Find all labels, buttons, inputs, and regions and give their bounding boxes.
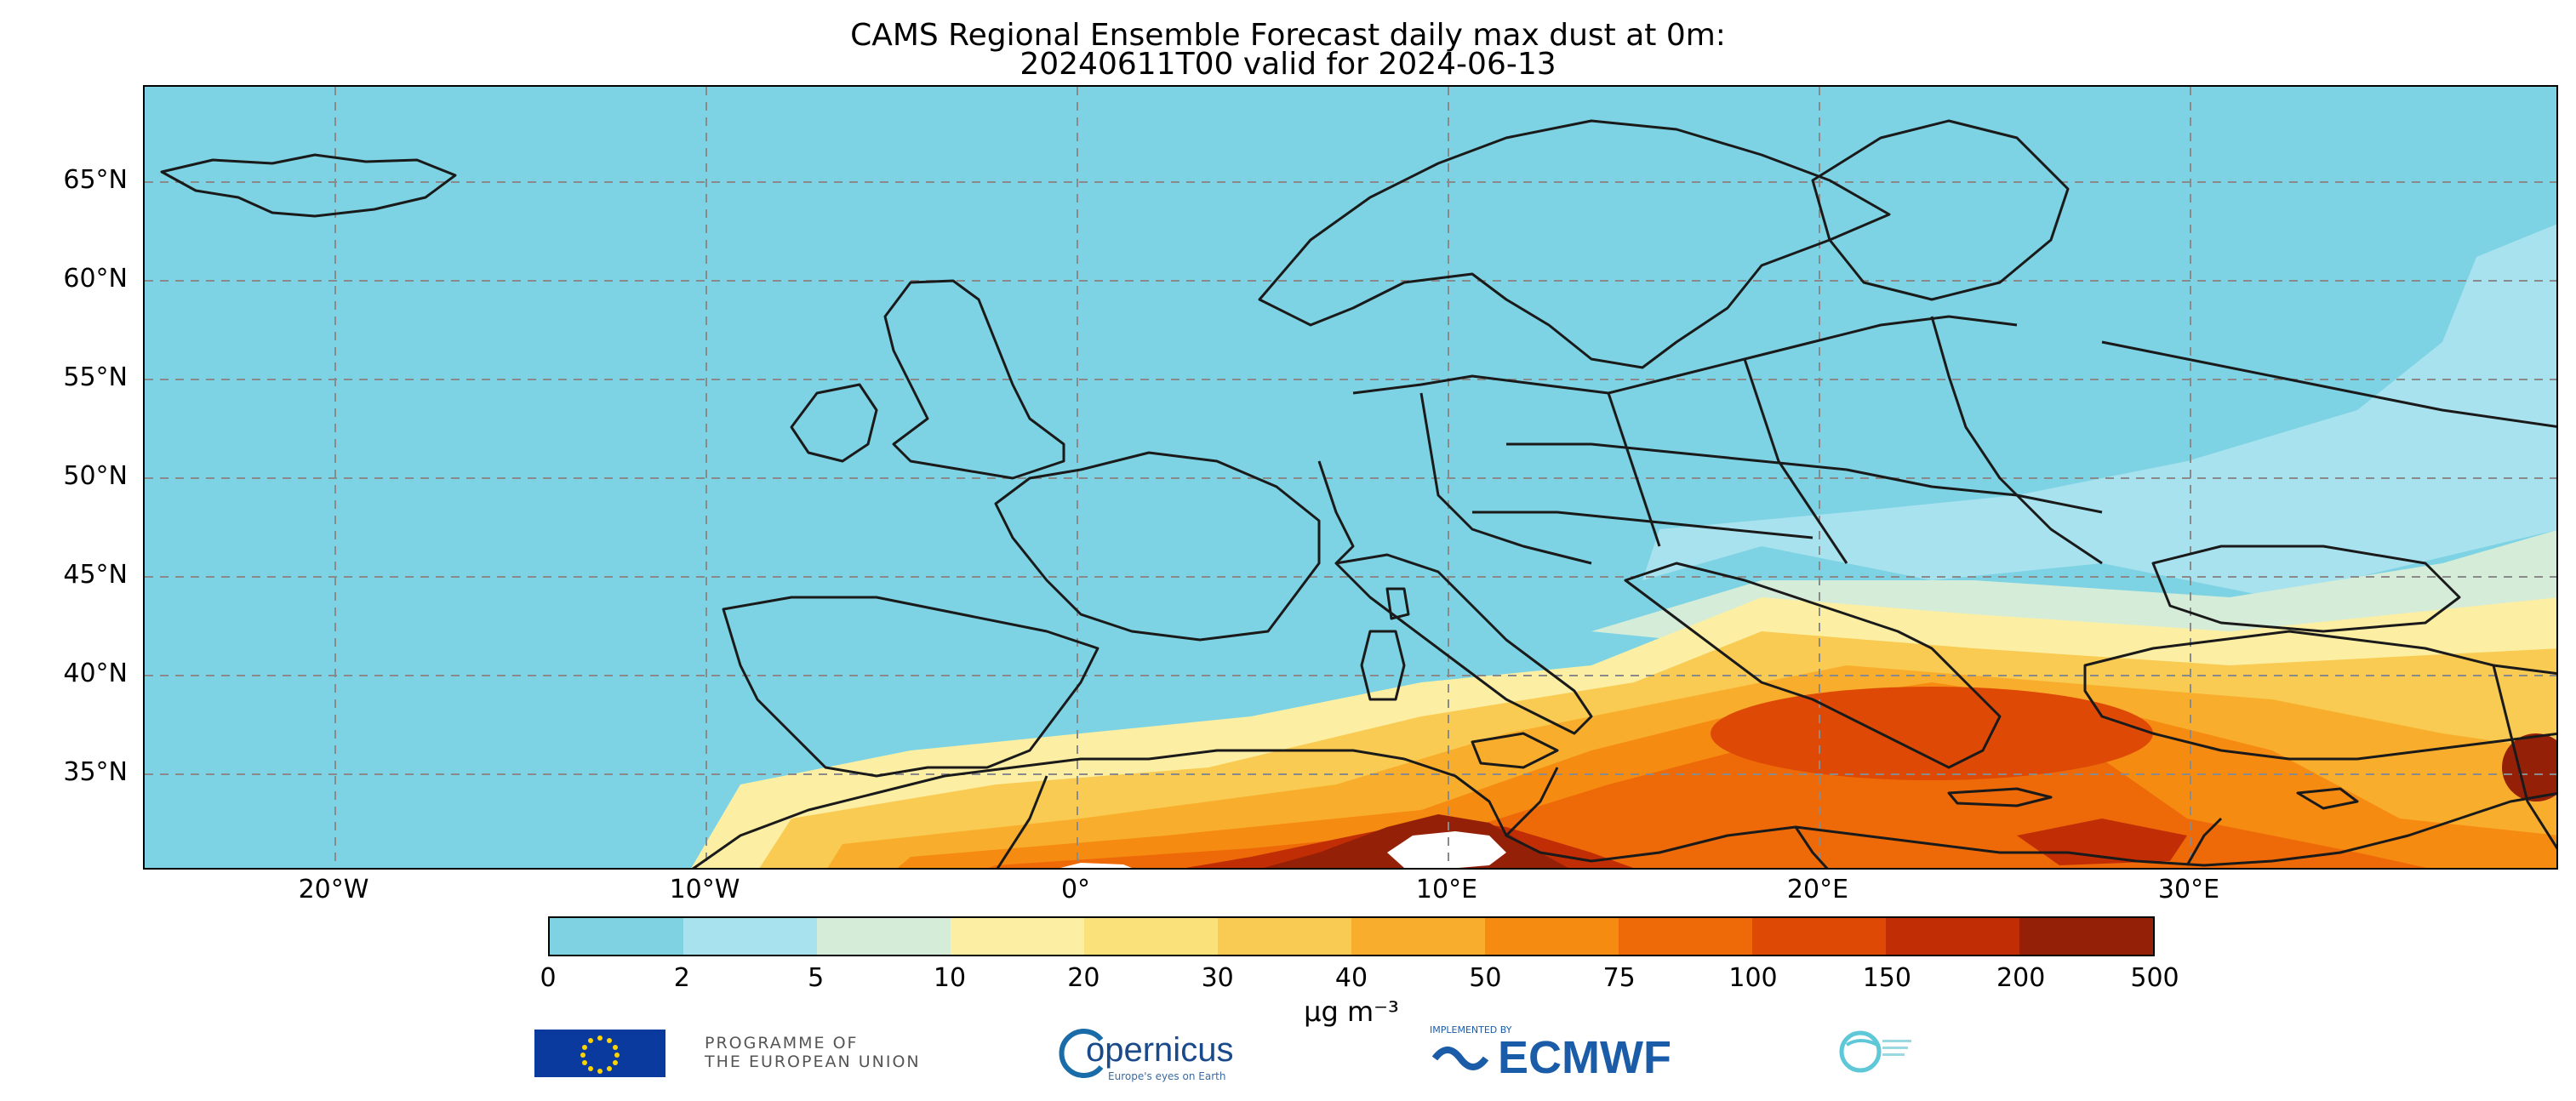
scandinavia-outline bbox=[1258, 119, 1891, 369]
colorbar-tick-label: 2 bbox=[673, 963, 690, 993]
colorbar bbox=[548, 916, 2155, 956]
graticule bbox=[145, 87, 2556, 868]
lon-label-10w: 10°W bbox=[669, 875, 740, 904]
border-8 bbox=[2101, 340, 2556, 428]
colorbar-segment bbox=[1218, 918, 1351, 955]
eu-text-line2: THE EUROPEAN UNION bbox=[705, 1053, 921, 1071]
italy-outline bbox=[1334, 553, 1593, 735]
lon-label-10e: 10°E bbox=[1415, 875, 1478, 904]
crete-outline bbox=[1947, 787, 2053, 807]
border-1 bbox=[1317, 460, 1355, 565]
colorbar-tick-label: 150 bbox=[1862, 963, 1911, 993]
ireland-outline bbox=[790, 383, 878, 463]
border-12 bbox=[2185, 817, 2223, 866]
colorbar-segment bbox=[683, 918, 817, 955]
colorbar-segment bbox=[1351, 918, 1485, 955]
lat-label-60: 60°N bbox=[63, 264, 128, 294]
dust-band-2-5 bbox=[1642, 224, 2556, 597]
colorbar-unit: μg m⁻³ bbox=[1304, 995, 1399, 1028]
border-5 bbox=[1930, 316, 2103, 565]
lon-label-0: 0° bbox=[1060, 875, 1091, 904]
lon-label-20e: 20°E bbox=[1786, 875, 1849, 904]
colorbar-tick-label: 10 bbox=[933, 963, 967, 993]
sicily-outline bbox=[1471, 732, 1559, 769]
eu-text-line1: PROGRAMME OF bbox=[705, 1034, 859, 1053]
north-africa-coast bbox=[692, 749, 2556, 868]
dust-map bbox=[143, 85, 2558, 870]
copernicus-logo: opernicus Europe's eyes on Earth bbox=[1057, 1028, 1312, 1082]
sardinia-outline bbox=[1360, 630, 1406, 701]
colorbar-tick-label: 100 bbox=[1728, 963, 1778, 993]
border-4 bbox=[1743, 358, 1848, 564]
great-britain-outline bbox=[883, 279, 1065, 480]
chart-title-line1: CAMS Regional Ensemble Forecast daily ma… bbox=[850, 18, 1726, 53]
chart-title-line2: 20240611T00 valid for 2024-06-13 bbox=[1020, 47, 1556, 82]
colorbar-tick-label: 75 bbox=[1602, 963, 1636, 993]
no-data-patch bbox=[1387, 831, 1506, 868]
border-11 bbox=[1794, 826, 1829, 868]
baltic-coast bbox=[1352, 315, 2018, 395]
border-6 bbox=[1506, 442, 2103, 514]
dust-band-100-150-aegean bbox=[1711, 687, 2153, 780]
border-9 bbox=[996, 775, 1048, 868]
colorbar-segment bbox=[951, 918, 1084, 955]
copernicus-c-icon bbox=[1059, 1029, 1104, 1078]
eu-flag-logo bbox=[534, 1030, 665, 1077]
border-2 bbox=[1419, 392, 1592, 565]
eu-stars-icon bbox=[580, 1035, 620, 1074]
lat-label-35: 35°N bbox=[63, 757, 128, 787]
ecmwf-logo: IMPLEMENTED BY ECMWF bbox=[1426, 1024, 1784, 1083]
lat-label-55: 55°N bbox=[63, 362, 128, 392]
colorbar-segment bbox=[1084, 918, 1218, 955]
colorbar-tick-label: 20 bbox=[1067, 963, 1100, 993]
eu-programme-text: PROGRAMME OF THE EUROPEAN UNION bbox=[705, 1034, 921, 1085]
colorbar-segment bbox=[1886, 918, 2019, 955]
map-canvas bbox=[145, 87, 2556, 868]
iberia-outline bbox=[722, 596, 1100, 778]
coastlines bbox=[160, 119, 2556, 868]
lat-label-65: 65°N bbox=[63, 165, 128, 195]
colorbar-segment bbox=[2019, 918, 2153, 955]
copernicus-wordmark: opernicus bbox=[1086, 1031, 1234, 1069]
turkey-outline bbox=[2083, 630, 2556, 761]
copernicus-tagline: Europe's eyes on Earth bbox=[1108, 1070, 1226, 1082]
colorbar-tick-label: 200 bbox=[1996, 963, 2046, 993]
colorbar-segment bbox=[1485, 918, 1619, 955]
cams-logo bbox=[1835, 1028, 2090, 1079]
colorbar-segment bbox=[550, 918, 683, 955]
lat-label-50: 50°N bbox=[63, 461, 128, 491]
colorbar-tick-label: 50 bbox=[1469, 963, 1502, 993]
border-7 bbox=[1472, 511, 1813, 539]
colorbar-tick-label: 0 bbox=[540, 963, 557, 993]
no-data-patch-2 bbox=[1060, 863, 1132, 868]
balkans-outline bbox=[1624, 562, 2002, 769]
colorbar-segment bbox=[1619, 918, 1752, 955]
corsica-outline bbox=[1385, 587, 1410, 620]
colorbar-tick-label: 40 bbox=[1334, 963, 1368, 993]
cams-swirl-icon bbox=[1839, 1030, 1911, 1073]
ecmwf-wordmark: ECMWF bbox=[1498, 1032, 1671, 1083]
ecmwf-tag: IMPLEMENTED BY bbox=[1430, 1024, 1512, 1035]
colorbar-segment bbox=[1752, 918, 1886, 955]
ecmwf-swirl-icon bbox=[1431, 1047, 1489, 1070]
cyprus-outline bbox=[2296, 787, 2359, 810]
colorbar-segment bbox=[817, 918, 951, 955]
france-outline bbox=[994, 451, 1321, 642]
lat-label-40: 40°N bbox=[63, 659, 128, 688]
lon-label-30e: 30°E bbox=[2157, 875, 2220, 904]
black-sea-outline bbox=[2151, 545, 2461, 633]
colorbar-tick-label: 5 bbox=[808, 963, 825, 993]
lat-label-45: 45°N bbox=[63, 560, 128, 590]
iceland-outline bbox=[160, 153, 457, 218]
colorbar-tick-label: 30 bbox=[1201, 963, 1234, 993]
finland-outline bbox=[1811, 119, 2070, 301]
border-13 bbox=[2492, 665, 2556, 850]
colorbar-tick-label: 500 bbox=[2130, 963, 2179, 993]
border-10 bbox=[1505, 767, 1559, 837]
lon-label-20w: 20°W bbox=[298, 875, 369, 904]
